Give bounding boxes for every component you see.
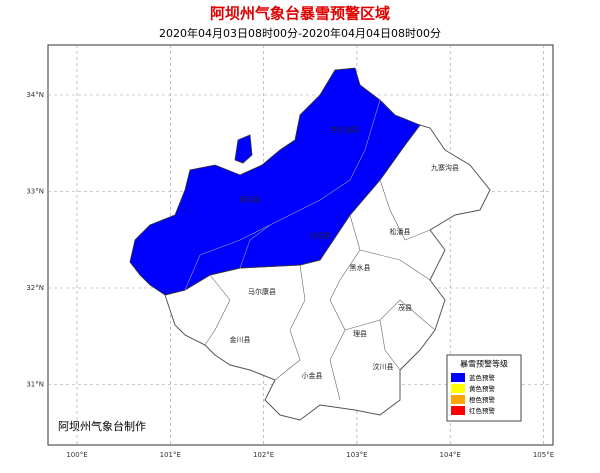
county-label: 金川县 — [230, 335, 251, 344]
map-frame — [47, 44, 554, 446]
latitude-label: 31°N — [26, 381, 44, 389]
longitude-label: 103°E — [346, 451, 367, 459]
legend-label: 黄色预警 — [469, 384, 496, 393]
legend-swatch — [451, 395, 465, 404]
title: 阿坝州气象台暴雪预警区域 — [210, 5, 390, 23]
county-label: 松潘县 — [390, 227, 411, 236]
legend-label: 红色预警 — [469, 406, 496, 415]
county-label: 黑水县 — [350, 263, 371, 272]
county-label: 小金县 — [302, 371, 323, 380]
county-label: 茂县 — [398, 303, 412, 312]
county-label: 理县 — [353, 330, 367, 338]
longitude-label: 101°E — [160, 451, 181, 459]
longitude-label: 105°E — [533, 451, 554, 459]
legend-title: 暴雪预警等级 — [460, 359, 508, 369]
legend-swatch — [451, 406, 465, 415]
longitude-label: 102°E — [253, 451, 274, 459]
footer: 阿坝州气象台制作 — [58, 419, 146, 433]
subtitle: 2020年04月03日08时00分-2020年04月04日08时00分 — [159, 26, 441, 40]
latitude-label: 32°N — [26, 284, 44, 292]
county-borders — [184, 99, 436, 401]
latitude-label: 33°N — [26, 188, 44, 196]
legend-label: 蓝色预警 — [469, 373, 496, 382]
county-label: 九寨沟县 — [431, 163, 459, 172]
latitude-label: 34°N — [26, 91, 44, 99]
county-label: 阿坝县 — [240, 195, 261, 204]
longitude-label: 100°E — [66, 451, 87, 459]
legend-swatch — [451, 384, 465, 393]
warning-area-island — [234, 134, 253, 164]
county-label: 若尔盖县 — [331, 125, 359, 134]
legend-label: 橙色预警 — [469, 395, 496, 404]
legend-swatch — [451, 373, 465, 382]
longitude-label: 104°E — [440, 451, 461, 459]
county-label: 汶川县 — [373, 362, 394, 371]
county-label: 马尔康县 — [248, 287, 276, 296]
county-label: 红原县 — [310, 231, 331, 240]
